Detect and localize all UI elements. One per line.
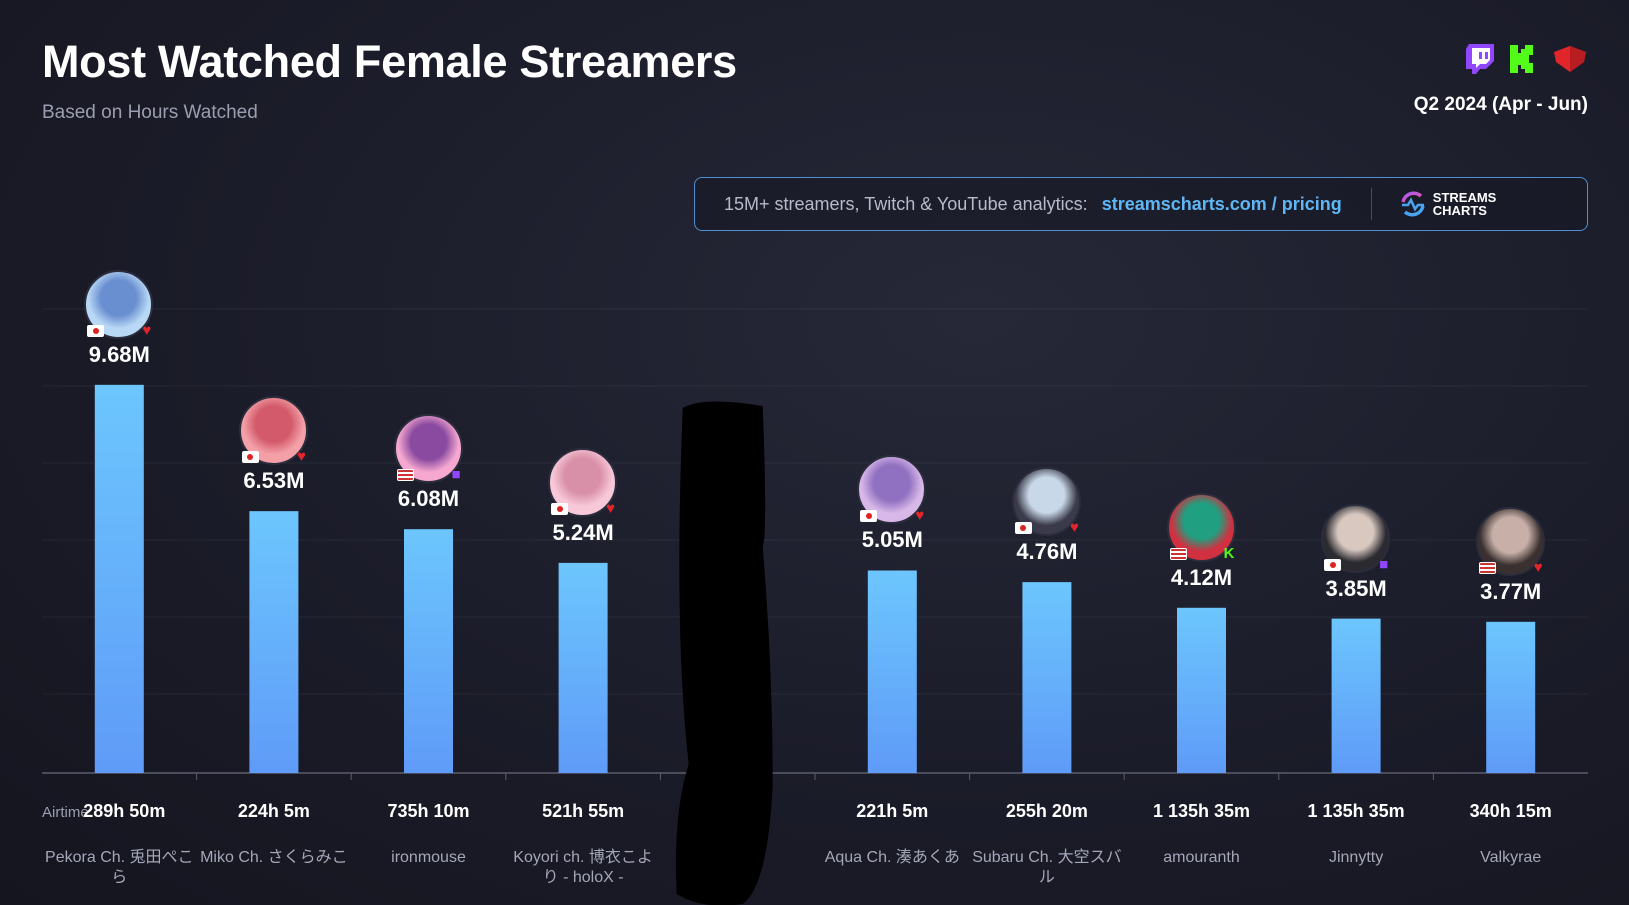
youtube-icon: ♥ — [915, 507, 925, 525]
airtime-value: 221h 5m — [856, 801, 929, 821]
airtime-value: 224h 5m — [237, 801, 310, 821]
period-label: Q2 2024 (Apr - Jun) — [1413, 94, 1588, 115]
twitch-icon: ■ — [451, 466, 461, 484]
bar[interactable] — [867, 570, 917, 773]
bar[interactable] — [249, 511, 299, 773]
twitch-icon: ■ — [1379, 555, 1389, 573]
bar[interactable] — [1486, 621, 1536, 773]
streamer-name[interactable]: Pekora Ch. 兎田ぺこら — [45, 849, 194, 886]
youtube-icon: ♥ — [1533, 558, 1543, 576]
streamscharts-logo-icon — [1401, 191, 1425, 217]
streamer-name[interactable]: Koyori ch. 博衣こより - holoX - — [513, 849, 653, 886]
page-title: Most Watched Female Streamers — [42, 36, 737, 87]
streamer-name[interactable]: Jinnytty — [1328, 849, 1384, 866]
value-label: 5.05M — [861, 527, 923, 553]
value-label: 3.85M — [1325, 575, 1387, 601]
airtime-value: 1 135h 35m — [1307, 801, 1405, 821]
bar[interactable] — [558, 562, 608, 773]
streamscharts-logo[interactable]: STREAMS CHARTS — [1399, 190, 1497, 218]
value-label: 5.24M — [552, 519, 614, 545]
bar[interactable] — [94, 384, 144, 773]
streamer-name[interactable]: Subaru Ch. 大空スバル — [972, 849, 1122, 886]
streamer-name[interactable]: amouranth — [1163, 849, 1240, 866]
streamer-avatar[interactable] — [1011, 467, 1081, 537]
bar[interactable] — [1177, 607, 1226, 773]
logo-line1: STREAMS — [1432, 190, 1497, 205]
value-label: 6.53M — [243, 468, 305, 494]
airtime-value: 255h 20m — [1005, 801, 1088, 821]
streamer-name[interactable]: Miko Ch. さくらみこ — [200, 849, 348, 866]
value-label: 3.77M — [1480, 578, 1542, 604]
flag-icon-jp — [87, 324, 105, 337]
promo-text: 15M+ streamers, Twitch & YouTube analyti… — [724, 193, 1088, 214]
value-label: 4.76M — [1016, 539, 1078, 565]
youtube-icon: ♥ — [606, 499, 616, 517]
flag-icon-jp — [241, 451, 259, 464]
airtime-value: 340h 15m — [1469, 801, 1552, 821]
youtube-icon: ♥ — [1069, 519, 1079, 537]
bar[interactable] — [404, 529, 453, 773]
divider — [1370, 188, 1372, 220]
flag-icon-jp — [1014, 522, 1032, 535]
airtime-value: 1 135h 35m — [1152, 801, 1251, 821]
streamer-avatar[interactable] — [393, 414, 463, 484]
airtime-value: 735h 10m — [387, 801, 470, 821]
twitch-icon — [1466, 44, 1494, 74]
value-label: 9.68M — [88, 341, 150, 367]
streamer-name[interactable]: Valkyrae — [1480, 849, 1542, 866]
value-label: 4.12M — [1170, 564, 1233, 590]
flag-icon-pr — [396, 469, 414, 482]
youtube-icon: ♥ — [296, 448, 306, 466]
page-subtitle: Based on Hours Watched — [42, 102, 258, 123]
bar[interactable] — [1331, 618, 1381, 773]
youtube-icon — [1554, 46, 1586, 72]
promo-banner[interactable]: 15M+ streamers, Twitch & YouTube analyti… — [694, 177, 1588, 231]
platform-icons — [1466, 44, 1588, 74]
airtime-label: Airtime: — [42, 804, 93, 821]
bar[interactable] — [1022, 582, 1072, 773]
airtime-value: 289h 50m — [83, 801, 166, 821]
flag-icon-kr — [1324, 558, 1342, 571]
value-label: 6.08M — [397, 486, 460, 512]
kick-icon: K — [1223, 544, 1235, 562]
youtube-icon: ♥ — [142, 321, 152, 339]
kick-icon — [1510, 45, 1533, 73]
pricing-link[interactable]: streamscharts.com / pricing — [1101, 193, 1342, 214]
flag-icon-jp — [551, 502, 569, 515]
flag-icon-us — [1478, 561, 1496, 574]
streamer-name[interactable]: Aqua Ch. 湊あくあ — [824, 849, 960, 866]
airtime-value: 521h 55m — [542, 801, 625, 821]
streamer-avatar[interactable] — [857, 455, 927, 525]
flag-icon-us — [1169, 547, 1187, 560]
redaction-mark — [675, 401, 773, 905]
flag-icon-jp — [860, 510, 878, 523]
streamer-name[interactable]: ironmouse — [391, 849, 466, 866]
logo-line2: CHARTS — [1432, 203, 1487, 218]
